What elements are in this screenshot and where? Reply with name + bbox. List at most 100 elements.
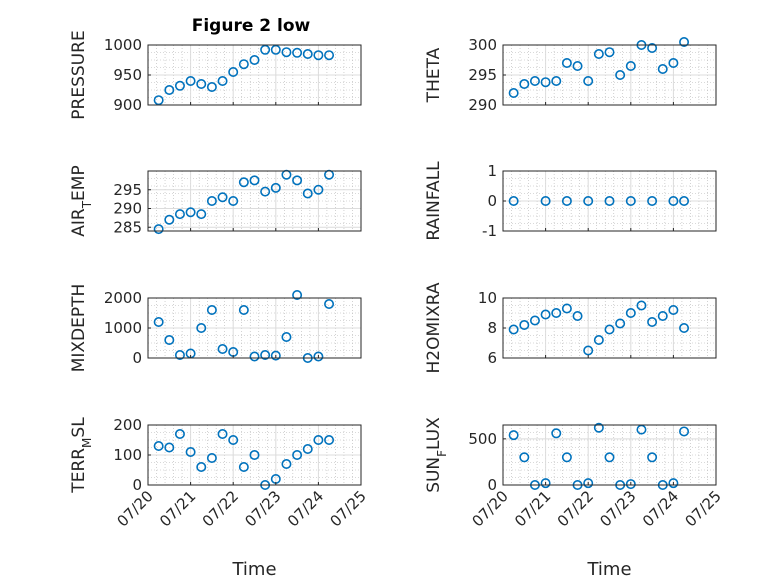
subplot-rainfall: -1 0 1 RAINFALL bbox=[424, 161, 717, 241]
y-axis-label: SUNFLUX bbox=[424, 417, 449, 493]
data-point bbox=[679, 426, 690, 437]
data-point bbox=[228, 434, 239, 445]
y-tick-label: 295 bbox=[468, 66, 497, 84]
data-point bbox=[174, 80, 185, 91]
data-point bbox=[324, 298, 335, 309]
data-point bbox=[625, 479, 636, 490]
axes-box bbox=[502, 424, 717, 486]
axes-box bbox=[147, 170, 362, 232]
data-point bbox=[657, 310, 668, 321]
data-point bbox=[153, 224, 164, 235]
data-point bbox=[625, 196, 636, 207]
y-tick-label: 200 bbox=[113, 416, 142, 434]
data-point bbox=[625, 60, 636, 71]
data-point bbox=[679, 196, 690, 207]
data-point bbox=[593, 422, 604, 433]
major-grid bbox=[147, 171, 362, 231]
data-point bbox=[292, 175, 303, 186]
data-point bbox=[593, 48, 604, 59]
data-point bbox=[647, 316, 658, 327]
y-tick-label: 100 bbox=[113, 446, 142, 464]
data-point bbox=[153, 440, 164, 451]
data-point bbox=[583, 76, 594, 87]
data-point bbox=[206, 196, 217, 207]
data-point bbox=[313, 434, 324, 445]
y-tick-label: 285 bbox=[113, 218, 142, 236]
data-point bbox=[217, 428, 228, 439]
data-point bbox=[593, 334, 604, 345]
data-point bbox=[561, 303, 572, 314]
data-point bbox=[153, 95, 164, 106]
data-point bbox=[324, 50, 335, 61]
data-point bbox=[604, 47, 615, 58]
data-point bbox=[636, 300, 647, 311]
subplot-h2omixra: 6 8 10 H2OMIXRA bbox=[424, 282, 717, 374]
data-point bbox=[217, 76, 228, 87]
data-point bbox=[508, 196, 519, 207]
data-point bbox=[292, 47, 303, 58]
y-tick-label: 1 bbox=[487, 162, 497, 180]
data-point bbox=[668, 57, 679, 68]
data-point bbox=[164, 334, 175, 345]
y-axis-label: THETA bbox=[424, 47, 444, 103]
data-point bbox=[302, 443, 313, 454]
data-series bbox=[153, 289, 335, 363]
data-series bbox=[508, 422, 690, 490]
data-point bbox=[561, 452, 572, 463]
y-tick-label: 500 bbox=[468, 430, 497, 448]
data-point bbox=[572, 60, 583, 71]
y-tick-label: -1 bbox=[482, 222, 497, 240]
y-tick-label: 0 bbox=[132, 349, 142, 367]
data-point bbox=[313, 351, 324, 362]
y-axis-label: PRESSURE bbox=[69, 30, 89, 119]
data-point bbox=[529, 315, 540, 326]
data-point bbox=[540, 77, 551, 88]
data-point bbox=[540, 309, 551, 320]
data-point bbox=[249, 351, 260, 362]
y-tick-label: 1000 bbox=[104, 36, 142, 54]
data-point bbox=[551, 428, 562, 439]
data-point bbox=[540, 478, 551, 489]
y-tick-label: 300 bbox=[468, 36, 497, 54]
data-point bbox=[302, 48, 313, 59]
data-point bbox=[249, 175, 260, 186]
data-point bbox=[583, 345, 594, 356]
data-point bbox=[625, 307, 636, 318]
data-point bbox=[217, 192, 228, 203]
data-series bbox=[508, 196, 690, 207]
data-point bbox=[260, 44, 271, 55]
data-point bbox=[174, 349, 185, 360]
data-point bbox=[153, 316, 164, 327]
data-point bbox=[604, 452, 615, 463]
data-point bbox=[583, 478, 594, 489]
data-point bbox=[519, 319, 530, 330]
data-point bbox=[281, 458, 292, 469]
y-tick-label: 290 bbox=[113, 200, 142, 218]
data-point bbox=[529, 76, 540, 87]
data-point bbox=[561, 196, 572, 207]
data-point bbox=[313, 50, 324, 61]
y-tick-label: 2000 bbox=[104, 289, 142, 307]
data-point bbox=[572, 310, 583, 321]
data-point bbox=[292, 289, 303, 300]
data-point bbox=[540, 196, 551, 207]
data-point bbox=[519, 79, 530, 90]
data-point bbox=[164, 85, 175, 96]
data-point bbox=[270, 182, 281, 193]
data-point bbox=[647, 196, 658, 207]
data-point bbox=[292, 449, 303, 460]
data-point bbox=[679, 36, 690, 47]
data-point bbox=[260, 186, 271, 197]
data-point bbox=[647, 452, 658, 463]
y-axis-label: TERRMSL bbox=[69, 417, 94, 494]
y-tick-label: 6 bbox=[487, 349, 497, 367]
data-point bbox=[174, 209, 185, 220]
data-point bbox=[196, 461, 207, 472]
data-series bbox=[508, 300, 690, 356]
data-point bbox=[228, 67, 239, 78]
subplot-pressure: 900 950 1000 PRESSURE bbox=[69, 30, 362, 120]
y-tick-label: 900 bbox=[113, 96, 142, 114]
data-point bbox=[270, 350, 281, 361]
